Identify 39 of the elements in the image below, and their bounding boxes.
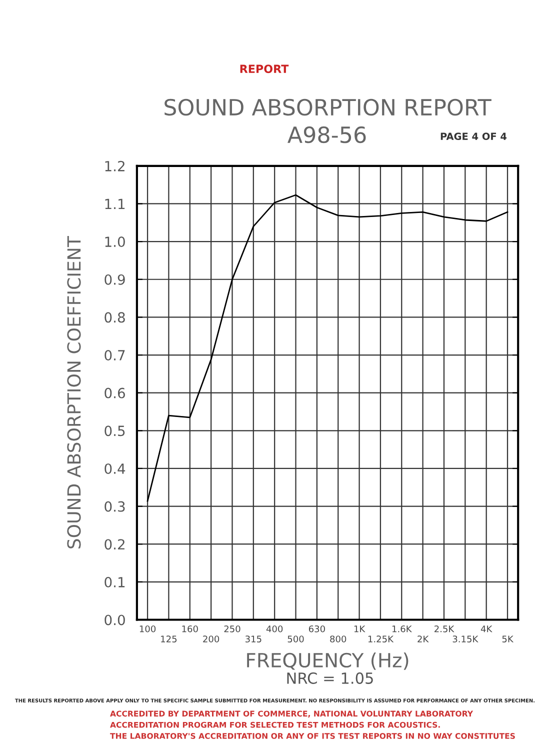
- x-tick-label: 1.6K: [392, 625, 412, 632]
- x-tick-label: 1K: [354, 626, 366, 632]
- chart-subtitle: A98-56: [288, 126, 366, 144]
- x-tick-label: 100: [140, 625, 156, 632]
- x-tick-label: 250: [224, 625, 240, 632]
- y-tick-label: 1.2: [105, 160, 124, 172]
- y-tick-label: 0.3: [104, 501, 125, 512]
- y-tick-label: 0.0: [104, 614, 125, 626]
- x-tick-label: 315: [245, 636, 262, 642]
- text: REPORT: [240, 64, 289, 74]
- x-tick-label: 1.25K: [368, 636, 394, 642]
- y-tick-label: 0.1: [104, 576, 125, 588]
- y-tick-label: 0.2: [104, 539, 124, 550]
- x-tick-label: 2K: [418, 636, 429, 642]
- y-tick-label: 1.1: [105, 198, 125, 210]
- x-tick-label: 125: [161, 636, 177, 642]
- y-tick-label: 0.6: [104, 388, 125, 398]
- y-tick-label: 0.8: [104, 312, 125, 323]
- y-axis-title: SOUND ABSORPTION COEFFICIENT: [67, 236, 81, 548]
- chart-title: SOUND ABSORPTION REPORT: [164, 98, 492, 116]
- x-tick-label: 800: [330, 636, 346, 642]
- y-tick-label: 0.7: [104, 350, 125, 360]
- line-series: [146, 194, 508, 502]
- x-tick-label: 630: [308, 625, 325, 632]
- text: NRC = 1.05: [287, 672, 373, 684]
- x-tick-label: 4K: [480, 626, 492, 632]
- x-tick-label: 5K: [502, 636, 514, 642]
- x-tick-label: 2.5K: [434, 625, 454, 632]
- y-tick-label: 1.0: [105, 236, 125, 248]
- x-tick-label: 160: [182, 625, 198, 632]
- y-tick-label: 0.5: [104, 426, 125, 436]
- x-tick-label: 200: [203, 636, 220, 642]
- x-axis-title: FREQUENCY (Hz): [247, 652, 408, 670]
- y-tick-label: 0.4: [104, 463, 126, 474]
- text: PAGE 4 OF 4: [440, 132, 507, 140]
- y-tick-label: 0.9: [104, 274, 125, 285]
- x-tick-label: 3.15K: [452, 636, 478, 642]
- x-tick-label: 400: [266, 625, 283, 632]
- x-tick-label: 500: [288, 636, 304, 642]
